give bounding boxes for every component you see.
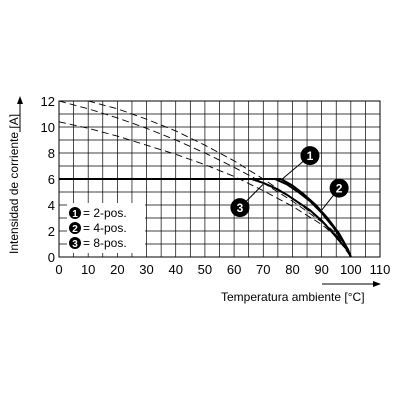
- y-tick-label: 8: [48, 146, 55, 161]
- legend-marker-number: 1: [72, 209, 78, 220]
- legend-item: 2 = 4-pos.: [69, 221, 127, 235]
- callout-number: 2: [336, 182, 343, 196]
- callout-marker: [230, 198, 250, 218]
- x-tick-label: 10: [81, 262, 95, 277]
- legend-marker-number: 3: [72, 239, 78, 250]
- callout-2: 2: [321, 178, 349, 211]
- y-tick-label: 4: [48, 198, 55, 213]
- x-tick-label: 110: [370, 262, 391, 277]
- x-tick-label: 40: [168, 262, 182, 277]
- x-tick-label: 70: [256, 262, 270, 277]
- y-axis-label: Intensidad de corriente [A]: [7, 114, 21, 254]
- y-axis-arrow: [17, 96, 23, 132]
- callouts: 1 2 3: [230, 146, 349, 218]
- y-tick-label: 12: [41, 94, 55, 109]
- x-tick-label: 20: [110, 262, 124, 277]
- legend-marker: [69, 207, 81, 219]
- x-axis-arrow: [322, 281, 381, 287]
- y-tick-label: 10: [41, 120, 55, 135]
- x-axis-label: Temperatura ambiente [°C]: [221, 290, 365, 304]
- y-tick-labels: 0 2 4 6 8 10 12: [41, 94, 55, 265]
- series-layer: [58, 100, 352, 258]
- legend-item: 3 = 8-pos.: [69, 236, 127, 250]
- y-tick-label: 2: [48, 224, 55, 239]
- x-tick-label: 50: [198, 262, 212, 277]
- legend: 1 = 2-pos. 2 = 4-pos. 3 = 8-pos.: [67, 203, 145, 253]
- legend-marker-number: 2: [72, 224, 78, 235]
- callout-3: 3: [230, 183, 264, 218]
- dashed-curve: [58, 100, 352, 258]
- x-tick-label: 100: [340, 262, 362, 277]
- x-tick-label: 30: [139, 262, 153, 277]
- legend-label: = 4-pos.: [83, 221, 127, 235]
- callout-1: 1: [280, 146, 320, 181]
- callout-marker: [300, 146, 320, 166]
- x-tick-label: 60: [227, 262, 241, 277]
- legend-item: 1 = 2-pos.: [69, 206, 127, 220]
- series-line-2: [274, 178, 352, 258]
- dashed-curve: [88, 100, 352, 258]
- x-tick-label: 0: [55, 262, 62, 277]
- callout-number: 3: [237, 201, 244, 215]
- y-tick-label: 0: [48, 250, 55, 265]
- legend-marker: [69, 222, 81, 234]
- dashed-curve: [58, 121, 352, 258]
- callout-number: 1: [307, 149, 314, 163]
- x-tick-labels: 0 10 20 30 40 50 60 70 80 90 100 110: [55, 262, 390, 277]
- legend-marker: [69, 237, 81, 249]
- callout-marker: [329, 178, 349, 198]
- y-tick-label: 6: [48, 172, 55, 187]
- legend-label: = 2-pos.: [83, 206, 127, 220]
- x-tick-label: 80: [285, 262, 299, 277]
- legend-label: = 8-pos.: [83, 236, 127, 250]
- x-tick-label: 90: [314, 262, 328, 277]
